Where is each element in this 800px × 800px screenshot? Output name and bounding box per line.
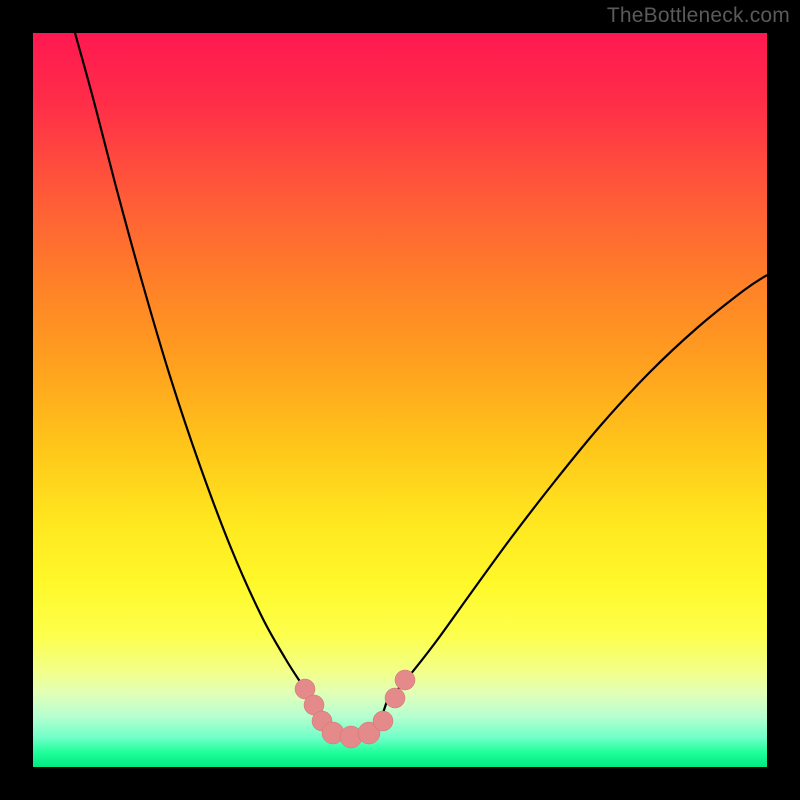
curve-right	[387, 275, 767, 701]
watermark-text: TheBottleneck.com	[607, 4, 790, 28]
chart-plot-area	[33, 33, 767, 767]
marker-dot	[395, 670, 415, 690]
curve-left	[75, 33, 311, 697]
marker-dot	[385, 688, 405, 708]
marker-dot	[373, 711, 393, 731]
chart-svg	[33, 33, 767, 767]
marker-group	[295, 670, 415, 748]
